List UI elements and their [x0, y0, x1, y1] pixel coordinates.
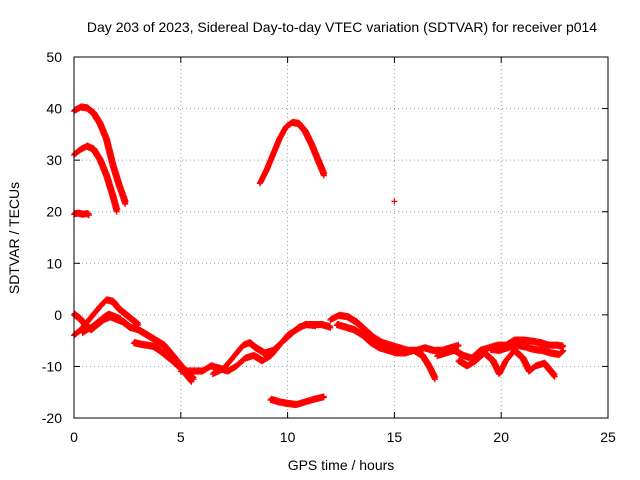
y-tick-label: -20: [42, 410, 62, 426]
y-tick-label: 50: [46, 49, 62, 65]
x-tick-label: 10: [280, 429, 296, 445]
data-point: [431, 376, 438, 383]
data-point: [560, 347, 567, 354]
y-tick-label: 30: [46, 152, 62, 168]
data-point: [550, 372, 557, 379]
y-tick-label: -10: [42, 358, 62, 374]
x-tick-label: 25: [600, 429, 616, 445]
axis-ticks: 0 5 10 15 20 25 -20 -10 0 10 20 30 40 50: [42, 49, 616, 445]
x-axis-label: GPS time / hours: [288, 457, 395, 473]
y-tick-label: 0: [54, 307, 62, 323]
data-point: [188, 378, 195, 385]
x-tick-label: 5: [177, 429, 185, 445]
data-point: [134, 321, 141, 328]
x-tick-label: 0: [70, 429, 78, 445]
data-point: [320, 172, 327, 179]
data-point: [559, 348, 566, 355]
data-point: [391, 198, 398, 205]
grid: [74, 57, 608, 418]
data-point: [122, 200, 129, 207]
data-point: [551, 373, 558, 380]
data-point: [320, 394, 327, 401]
data-points: [71, 103, 567, 409]
y-tick-label: 40: [46, 101, 62, 117]
y-axis-label: SDTVAR / TECUs: [6, 182, 22, 294]
y-tick-label: 10: [46, 255, 62, 271]
y-tick-label: 20: [46, 204, 62, 220]
data-point: [113, 208, 120, 215]
data-point: [187, 378, 194, 385]
data-point: [312, 323, 319, 330]
data-point: [135, 322, 142, 329]
data-point: [327, 324, 334, 331]
plot-frame: [73, 56, 609, 419]
x-tick-label: 20: [493, 429, 509, 445]
data-point: [85, 212, 92, 219]
x-tick-label: 15: [387, 429, 403, 445]
data-point: [455, 342, 462, 349]
chart-title: Day 203 of 2023, Sidereal Day-to-day VTE…: [87, 19, 597, 35]
data-point: [117, 317, 124, 324]
